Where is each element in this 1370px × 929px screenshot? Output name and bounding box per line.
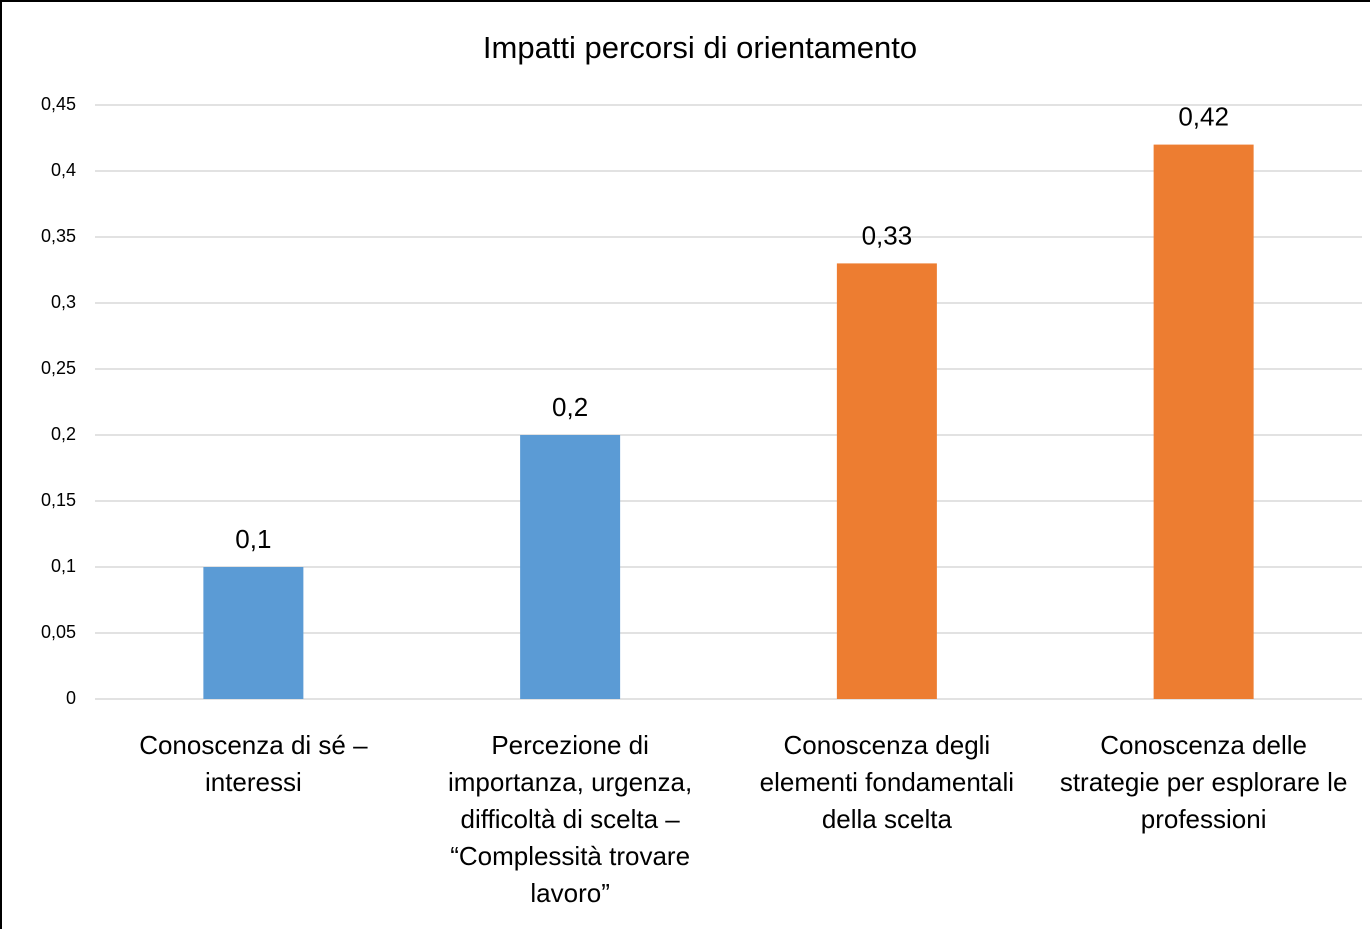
y-tick-label: 0,25	[41, 358, 76, 378]
y-tick-label: 0,4	[51, 160, 76, 180]
y-tick-label: 0,1	[51, 556, 76, 576]
y-tick-label: 0,2	[51, 424, 76, 444]
data-label: 0,1	[235, 524, 271, 554]
x-tick-label: Percezione di importanza, urgenza, diffi…	[448, 730, 693, 908]
bar	[836, 263, 937, 699]
x-tick-label: Conoscenza delle strategie per esplorare…	[1059, 730, 1348, 834]
x-tick-label: Conoscenza degli elementi fondamentali d…	[759, 730, 1015, 834]
bar	[1153, 144, 1254, 700]
data-label: 0,33	[862, 220, 913, 250]
y-tick-label: 0	[66, 688, 76, 708]
y-tick-label: 0,45	[41, 94, 76, 114]
chart-title: Impatti percorsi di orientamento	[483, 30, 917, 65]
y-tick-label: 0,05	[41, 622, 76, 642]
data-label: 0,42	[1178, 101, 1229, 131]
y-tick-label: 0,15	[41, 490, 76, 510]
y-tick-label: 0,3	[51, 292, 76, 312]
bar	[520, 435, 621, 699]
data-label: 0,2	[552, 392, 588, 422]
x-tick-label: Conoscenza di sé – interessi	[139, 730, 368, 797]
y-tick-label: 0,35	[41, 226, 76, 246]
bar	[203, 567, 304, 699]
